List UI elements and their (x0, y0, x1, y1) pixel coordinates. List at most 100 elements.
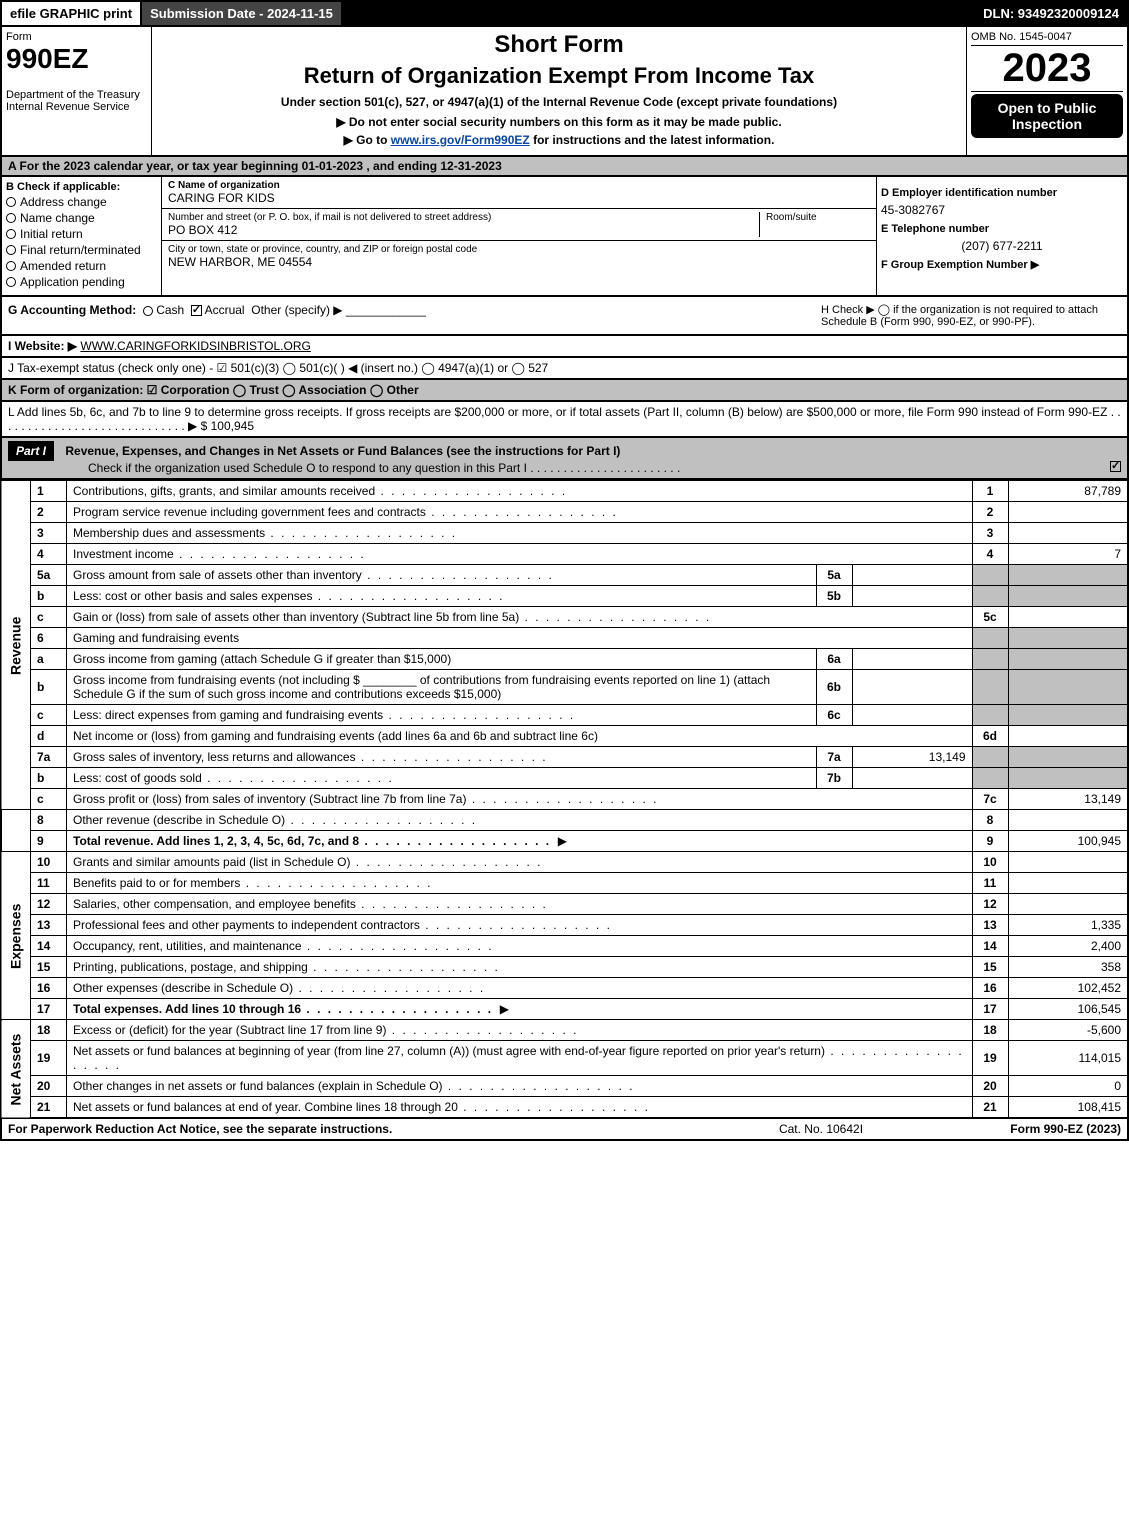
shaded-cell (1008, 747, 1128, 768)
line-amount (1008, 873, 1128, 894)
line-desc: Gross income from gaming (attach Schedul… (67, 649, 817, 670)
footer-form-ref: Form 990-EZ (2023) (921, 1122, 1121, 1136)
header-center: Short Form Return of Organization Exempt… (152, 27, 967, 155)
netassets-sidebar: Net Assets (1, 1020, 31, 1119)
group-exemption-label: F Group Exemption Number ▶ (881, 259, 1039, 271)
line-col: 1 (972, 481, 1008, 502)
check-amended-return[interactable]: Amended return (6, 259, 157, 273)
shaded-cell (972, 747, 1008, 768)
sub-label: 5b (816, 586, 852, 607)
open-public-badge: Open to Public Inspection (971, 94, 1123, 138)
website-value[interactable]: WWW.CARINGFORKIDSINBRISTOL.ORG (80, 339, 310, 353)
website-label: I Website: ▶ (8, 339, 77, 353)
check-initial-return[interactable]: Initial return (6, 227, 157, 241)
line-i-website: I Website: ▶ WWW.CARINGFORKIDSINBRISTOL.… (0, 336, 1129, 358)
line-col: 5c (972, 607, 1008, 628)
line-amount (1008, 502, 1128, 523)
shaded-cell (1008, 768, 1128, 789)
part-1-heading: Part I Revenue, Expenses, and Changes in… (2, 438, 1127, 478)
line-desc: Net assets or fund balances at end of ye… (73, 1100, 650, 1114)
line-no: 3 (31, 523, 67, 544)
checkbox-accrual[interactable] (191, 305, 202, 316)
line-amount: 1,335 (1008, 915, 1128, 936)
line-desc: Excess or (deficit) for the year (Subtra… (73, 1023, 578, 1037)
line-desc: Less: cost or other basis and sales expe… (73, 589, 505, 603)
tax-year: 2023 (971, 46, 1123, 92)
line-desc: Investment income (73, 547, 366, 561)
header-left: Form 990EZ Department of the Treasury In… (2, 27, 152, 155)
column-b-checkboxes: B Check if applicable: Address change Na… (2, 177, 162, 295)
line-col: 12 (972, 894, 1008, 915)
line-col: 21 (972, 1097, 1008, 1119)
line-col: 9 (972, 831, 1008, 852)
org-street: PO BOX 412 (168, 223, 753, 237)
line-desc: Gross profit or (loss) from sales of inv… (73, 792, 659, 806)
c-name-label: C Name of organization (168, 180, 280, 191)
line-j-tax-exempt: J Tax-exempt status (check only one) - ☑… (0, 358, 1129, 380)
check-name-change[interactable]: Name change (6, 211, 157, 225)
goto-pre: ▶ Go to (344, 133, 391, 147)
line-no: 7a (31, 747, 67, 768)
shaded-cell (972, 670, 1008, 705)
main-title: Return of Organization Exempt From Incom… (156, 63, 962, 89)
circle-icon (6, 213, 16, 223)
phone-label: E Telephone number (881, 223, 989, 235)
org-city: NEW HARBOR, ME 04554 (168, 255, 870, 269)
shaded-cell (1008, 628, 1128, 649)
line-no: c (31, 789, 67, 810)
line-a-tax-year: A For the 2023 calendar year, or tax yea… (0, 157, 1129, 177)
street-label: Number and street (or P. O. box, if mail… (168, 212, 753, 223)
line-amount: 108,415 (1008, 1097, 1128, 1119)
line-col: 2 (972, 502, 1008, 523)
line-no: 5a (31, 565, 67, 586)
city-label: City or town, state or province, country… (168, 244, 870, 255)
line-desc: Printing, publications, postage, and shi… (73, 960, 500, 974)
line-col: 3 (972, 523, 1008, 544)
line-no: 2 (31, 502, 67, 523)
line-amount: 13,149 (1008, 789, 1128, 810)
circle-icon[interactable] (143, 306, 153, 316)
sub-val (852, 565, 972, 586)
sub-label: 5a (816, 565, 852, 586)
sub-val (852, 670, 972, 705)
line-amount: 100,945 (1008, 831, 1128, 852)
line-amount: 2,400 (1008, 936, 1128, 957)
check-address-change[interactable]: Address change (6, 195, 157, 209)
line-desc: Gross income from fundraising events (no… (67, 670, 817, 705)
efile-print-label[interactable]: efile GRAPHIC print (2, 2, 140, 25)
sub-label: 6c (816, 705, 852, 726)
line-col: 11 (972, 873, 1008, 894)
line-amount: 114,015 (1008, 1041, 1128, 1076)
dln-number: DLN: 93492320009124 (975, 2, 1127, 25)
shaded-cell (972, 768, 1008, 789)
circle-icon (6, 229, 16, 239)
section-bcd: B Check if applicable: Address change Na… (0, 177, 1129, 297)
line-amount: 7 (1008, 544, 1128, 565)
shaded-cell (972, 586, 1008, 607)
circle-icon (6, 261, 16, 271)
line-amount (1008, 607, 1128, 628)
line-desc: Total expenses. Add lines 10 through 16 (73, 1002, 493, 1016)
check-application-pending[interactable]: Application pending (6, 275, 157, 289)
line-no: 9 (31, 831, 67, 852)
dept-treasury: Department of the Treasury (6, 89, 147, 101)
top-bar: efile GRAPHIC print Submission Date - 20… (0, 0, 1129, 27)
instruction-goto: ▶ Go to www.irs.gov/Form990EZ for instru… (156, 133, 962, 147)
line-no: 19 (31, 1041, 67, 1076)
line-desc: Gain or (loss) from sale of assets other… (73, 610, 711, 624)
line-col: 6d (972, 726, 1008, 747)
line-l-gross-receipts: L Add lines 5b, 6c, and 7b to line 9 to … (0, 402, 1129, 438)
line-amount: -5,600 (1008, 1020, 1128, 1041)
line-no: b (31, 768, 67, 789)
part-1-checkbox[interactable] (1110, 461, 1121, 472)
line-no: 21 (31, 1097, 67, 1119)
part-1-check-text: Check if the organization used Schedule … (88, 461, 680, 475)
line-desc: Other expenses (describe in Schedule O) (73, 981, 485, 995)
line-col: 13 (972, 915, 1008, 936)
line-desc: Gross sales of inventory, less returns a… (73, 750, 548, 764)
check-final-return[interactable]: Final return/terminated (6, 243, 157, 257)
expenses-sidebar: Expenses (1, 852, 31, 1020)
omb-number: OMB No. 1545-0047 (971, 31, 1123, 46)
irs-link[interactable]: www.irs.gov/Form990EZ (391, 133, 530, 147)
sub-val (852, 768, 972, 789)
